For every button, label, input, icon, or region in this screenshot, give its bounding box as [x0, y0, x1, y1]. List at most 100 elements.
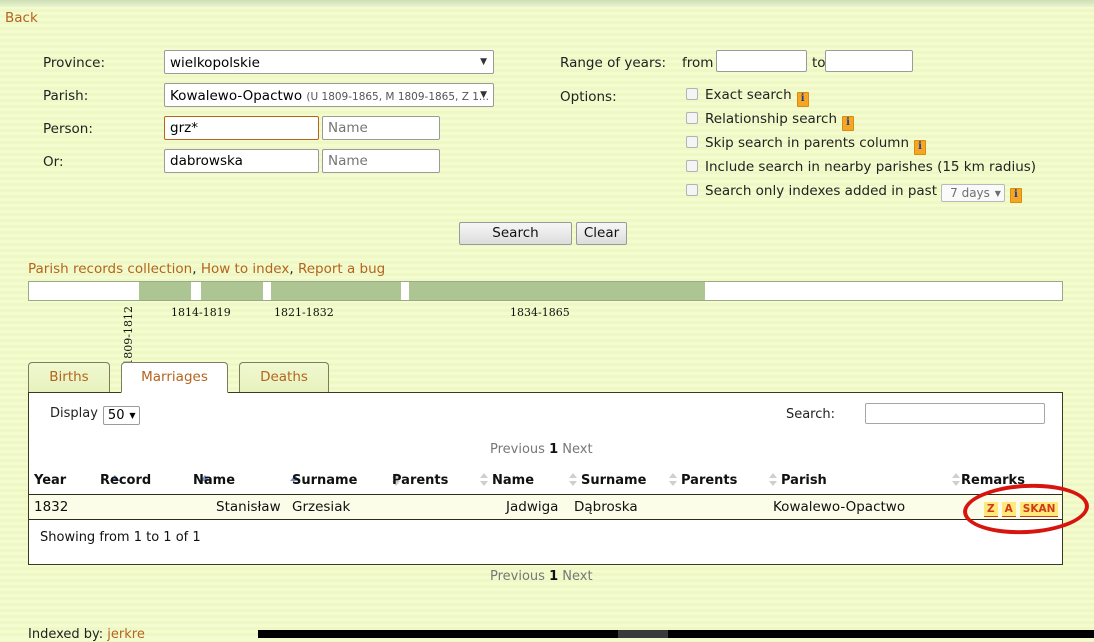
column-header-year[interactable]: Year — [34, 473, 67, 488]
scrollbar-thumb[interactable] — [618, 630, 668, 638]
timeline-label-0: 1809-1812 — [122, 306, 135, 366]
column-header-name-1[interactable]: Name — [193, 473, 236, 488]
option-label: Skip search in parents column — [705, 135, 910, 151]
recent-period-value: 7 days — [950, 186, 990, 200]
chevron-down-icon: ▼ — [480, 90, 487, 100]
parish-select-detail: (U 1809-1865, M 1809-1865, Z 1... — [306, 91, 489, 103]
display-label: Display — [50, 406, 98, 421]
table-row[interactable]: 1832 Stanisław Grzesiak Jadwiga Dąbroska… — [29, 494, 1062, 520]
next-page-link[interactable]: Next — [562, 442, 593, 457]
cell-name-1: Stanisław — [216, 499, 281, 515]
sort-both-icon[interactable] — [669, 473, 678, 486]
clear-button[interactable]: Clear — [576, 222, 627, 245]
tab-births[interactable]: Births — [28, 362, 110, 393]
column-header-surname-2[interactable]: Surname — [581, 473, 647, 488]
option-skip-parents-column[interactable]: Skip search in parents column i — [686, 135, 927, 155]
remark-badge-z[interactable]: Z — [984, 502, 998, 517]
parish-label: Parish: — [43, 88, 89, 104]
province-label: Province: — [43, 55, 105, 71]
cell-name-2: Jadwiga — [506, 499, 559, 515]
or-name-input[interactable] — [322, 149, 440, 173]
remark-badge-a[interactable]: A — [1001, 502, 1016, 517]
back-link[interactable]: Back — [5, 10, 38, 26]
option-exact-search[interactable]: Exact search i — [686, 87, 809, 107]
recent-period-select[interactable]: 7 days ▼ — [941, 184, 1005, 202]
timeline-label-2: 1821-1832 — [274, 306, 334, 319]
timeline-segment[interactable] — [139, 282, 191, 300]
column-header-parents-2[interactable]: Parents — [681, 473, 738, 488]
person-surname-input[interactable] — [164, 116, 319, 140]
or-label: Or: — [43, 154, 64, 170]
range-to-input[interactable] — [825, 50, 913, 72]
horizontal-scrollbar[interactable] — [258, 630, 1094, 638]
previous-page-link[interactable]: Previous — [490, 442, 545, 457]
sort-ascending-icon[interactable] — [290, 475, 300, 481]
sort-ascending-icon[interactable] — [200, 475, 210, 481]
timeline-segment[interactable] — [201, 282, 263, 300]
info-icon[interactable]: i — [914, 140, 927, 155]
parish-select[interactable]: Kowalewo-Opactwo (U 1809-1865, M 1809-18… — [164, 83, 494, 107]
sort-both-icon[interactable] — [952, 473, 961, 486]
sort-ascending-icon[interactable] — [110, 475, 120, 481]
table-search-label: Search: — [785, 407, 835, 422]
column-header-parents-1[interactable]: Parents — [392, 473, 449, 488]
range-from-label: from — [682, 55, 714, 71]
nearby-parishes-checkbox[interactable] — [686, 160, 698, 172]
sort-both-icon[interactable] — [392, 473, 401, 486]
link-separator: , — [192, 261, 201, 277]
sort-both-icon[interactable] — [480, 473, 489, 486]
report-a-bug-link[interactable]: Report a bug — [297, 261, 386, 277]
person-label: Person: — [43, 121, 93, 137]
sort-both-icon[interactable] — [769, 473, 778, 486]
resource-links: Parish records collection, How to index,… — [28, 261, 385, 277]
relationship-search-checkbox[interactable] — [686, 112, 698, 124]
table-search-input[interactable] — [865, 403, 1045, 424]
display-count-value: 50 — [107, 408, 125, 423]
province-select[interactable]: wielkopolskie ▼ — [164, 50, 494, 74]
pagination-bottom: Previous 1 Next — [490, 569, 593, 584]
person-name-input[interactable] — [322, 116, 440, 140]
info-icon[interactable]: i — [796, 92, 809, 107]
timeline-segment[interactable] — [271, 282, 401, 300]
indexed-by-user-link[interactable]: jerkre — [107, 627, 145, 642]
option-label: Exact search — [705, 87, 792, 103]
timeline-label-1: 1814-1819 — [171, 306, 231, 319]
option-label: Search only indexes added in past — [705, 183, 938, 199]
range-from-input[interactable] — [716, 50, 807, 72]
column-header-record[interactable]: Record — [100, 473, 152, 488]
how-to-index-link[interactable]: How to index — [200, 261, 290, 277]
column-header-name-2[interactable]: Name — [492, 473, 535, 488]
or-surname-input[interactable] — [164, 149, 319, 173]
option-recent-indexes[interactable]: Search only indexes added in past 7 days… — [686, 183, 1022, 203]
info-icon[interactable]: i — [842, 116, 855, 131]
page-number-1[interactable]: 1 — [549, 442, 559, 457]
option-relationship-search[interactable]: Relationship search i — [686, 111, 855, 131]
skip-parents-checkbox[interactable] — [686, 136, 698, 148]
year-coverage-timeline[interactable] — [28, 281, 1063, 301]
option-label: Include search in nearby parishes (15 km… — [705, 159, 1037, 175]
timeline-segment[interactable] — [409, 282, 705, 300]
previous-page-link[interactable]: Previous — [490, 569, 545, 584]
info-icon[interactable]: i — [1009, 188, 1022, 203]
link-separator: , — [289, 261, 298, 277]
range-of-years-label: Range of years: — [560, 55, 667, 71]
tab-marriages[interactable]: Marriages — [121, 362, 228, 393]
exact-search-checkbox[interactable] — [686, 88, 698, 100]
column-header-surname-1[interactable]: Surname — [292, 473, 358, 488]
option-nearby-parishes[interactable]: Include search in nearby parishes (15 km… — [686, 159, 1036, 175]
remark-badge-skan[interactable]: SKAN — [1019, 502, 1059, 517]
search-button[interactable]: Search — [459, 222, 572, 245]
option-label: Relationship search — [705, 111, 838, 127]
column-header-remarks[interactable]: Remarks — [961, 473, 1025, 488]
recent-indexes-checkbox[interactable] — [686, 184, 698, 196]
tab-deaths[interactable]: Deaths — [239, 362, 329, 393]
display-count-select[interactable]: 50 ▼ — [102, 406, 141, 425]
parish-records-collection-link[interactable]: Parish records collection — [28, 261, 193, 277]
page-number-1[interactable]: 1 — [549, 569, 559, 584]
column-header-parish[interactable]: Parish — [781, 473, 827, 488]
next-page-link[interactable]: Next — [562, 569, 593, 584]
pagination-top: Previous 1 Next — [490, 442, 593, 457]
top-gradient-strip — [0, 0, 1094, 7]
parish-select-value: Kowalewo-Opactwo — [170, 88, 303, 104]
sort-both-icon[interactable] — [569, 473, 578, 486]
